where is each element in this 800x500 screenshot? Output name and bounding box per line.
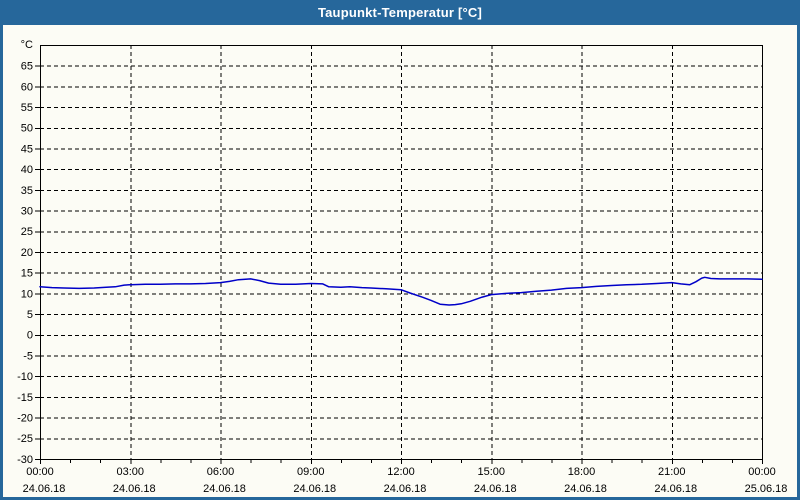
y-tick-label: 25: [21, 226, 33, 238]
x-tick-date-label: 24.06.18: [384, 483, 427, 495]
x-tick-date-label: 24.06.18: [654, 483, 697, 495]
x-tick-time-label: 18:00: [568, 466, 596, 478]
window-border-right: [797, 25, 800, 500]
x-tick-time-label: 21:00: [658, 466, 686, 478]
y-tick-label: 15: [21, 268, 33, 280]
window-title-bar: Taupunkt-Temperatur [°C]: [0, 0, 800, 25]
x-tick-date-label: 24.06.18: [564, 483, 607, 495]
y-tick-label: 50: [21, 123, 33, 135]
y-tick-label: -5: [23, 350, 33, 362]
y-tick-label: 55: [21, 102, 33, 114]
y-tick-label: 40: [21, 164, 33, 176]
x-tick-time-label: 00:00: [26, 466, 54, 478]
x-tick-date-label: 24.06.18: [293, 483, 336, 495]
x-tick-time-label: 09:00: [297, 466, 325, 478]
y-tick-label: 20: [21, 247, 33, 259]
x-tick-date-label: 24.06.18: [474, 483, 517, 495]
y-tick-label: 30: [21, 205, 33, 217]
y-tick-label: 45: [21, 143, 33, 155]
data-line: [39, 276, 763, 306]
y-tick-label: 10: [21, 288, 33, 300]
y-tick-label: -30: [17, 454, 33, 466]
x-tick-time-label: 12:00: [387, 466, 415, 478]
x-tick-date-label: 24.06.18: [23, 483, 66, 495]
y-tick-label: 60: [21, 81, 33, 93]
x-tick-time-label: 06:00: [207, 466, 235, 478]
y-tick-label: 65: [21, 61, 33, 73]
window-title: Taupunkt-Temperatur [°C]: [317, 5, 483, 20]
x-tick-date-label: 24.06.18: [113, 483, 156, 495]
y-tick-label: 35: [21, 185, 33, 197]
y-tick-label: -10: [17, 371, 33, 383]
y-tick-label: -20: [17, 412, 33, 424]
y-tick-label: -25: [17, 433, 33, 445]
y-axis-unit-label: °C: [21, 39, 33, 51]
x-tick-time-label: 00:00: [748, 466, 776, 478]
x-tick-time-label: 15:00: [477, 466, 505, 478]
window-border-left: [0, 25, 3, 500]
y-tick-label: 5: [27, 309, 33, 321]
x-tick-time-label: 03:00: [116, 466, 144, 478]
y-tick-label: 0: [27, 330, 33, 342]
x-tick-date-label: 25.06.18: [745, 483, 788, 495]
x-tick-date-label: 24.06.18: [203, 483, 246, 495]
y-tick-label: -15: [17, 392, 33, 404]
window-border-bottom: [0, 497, 800, 500]
